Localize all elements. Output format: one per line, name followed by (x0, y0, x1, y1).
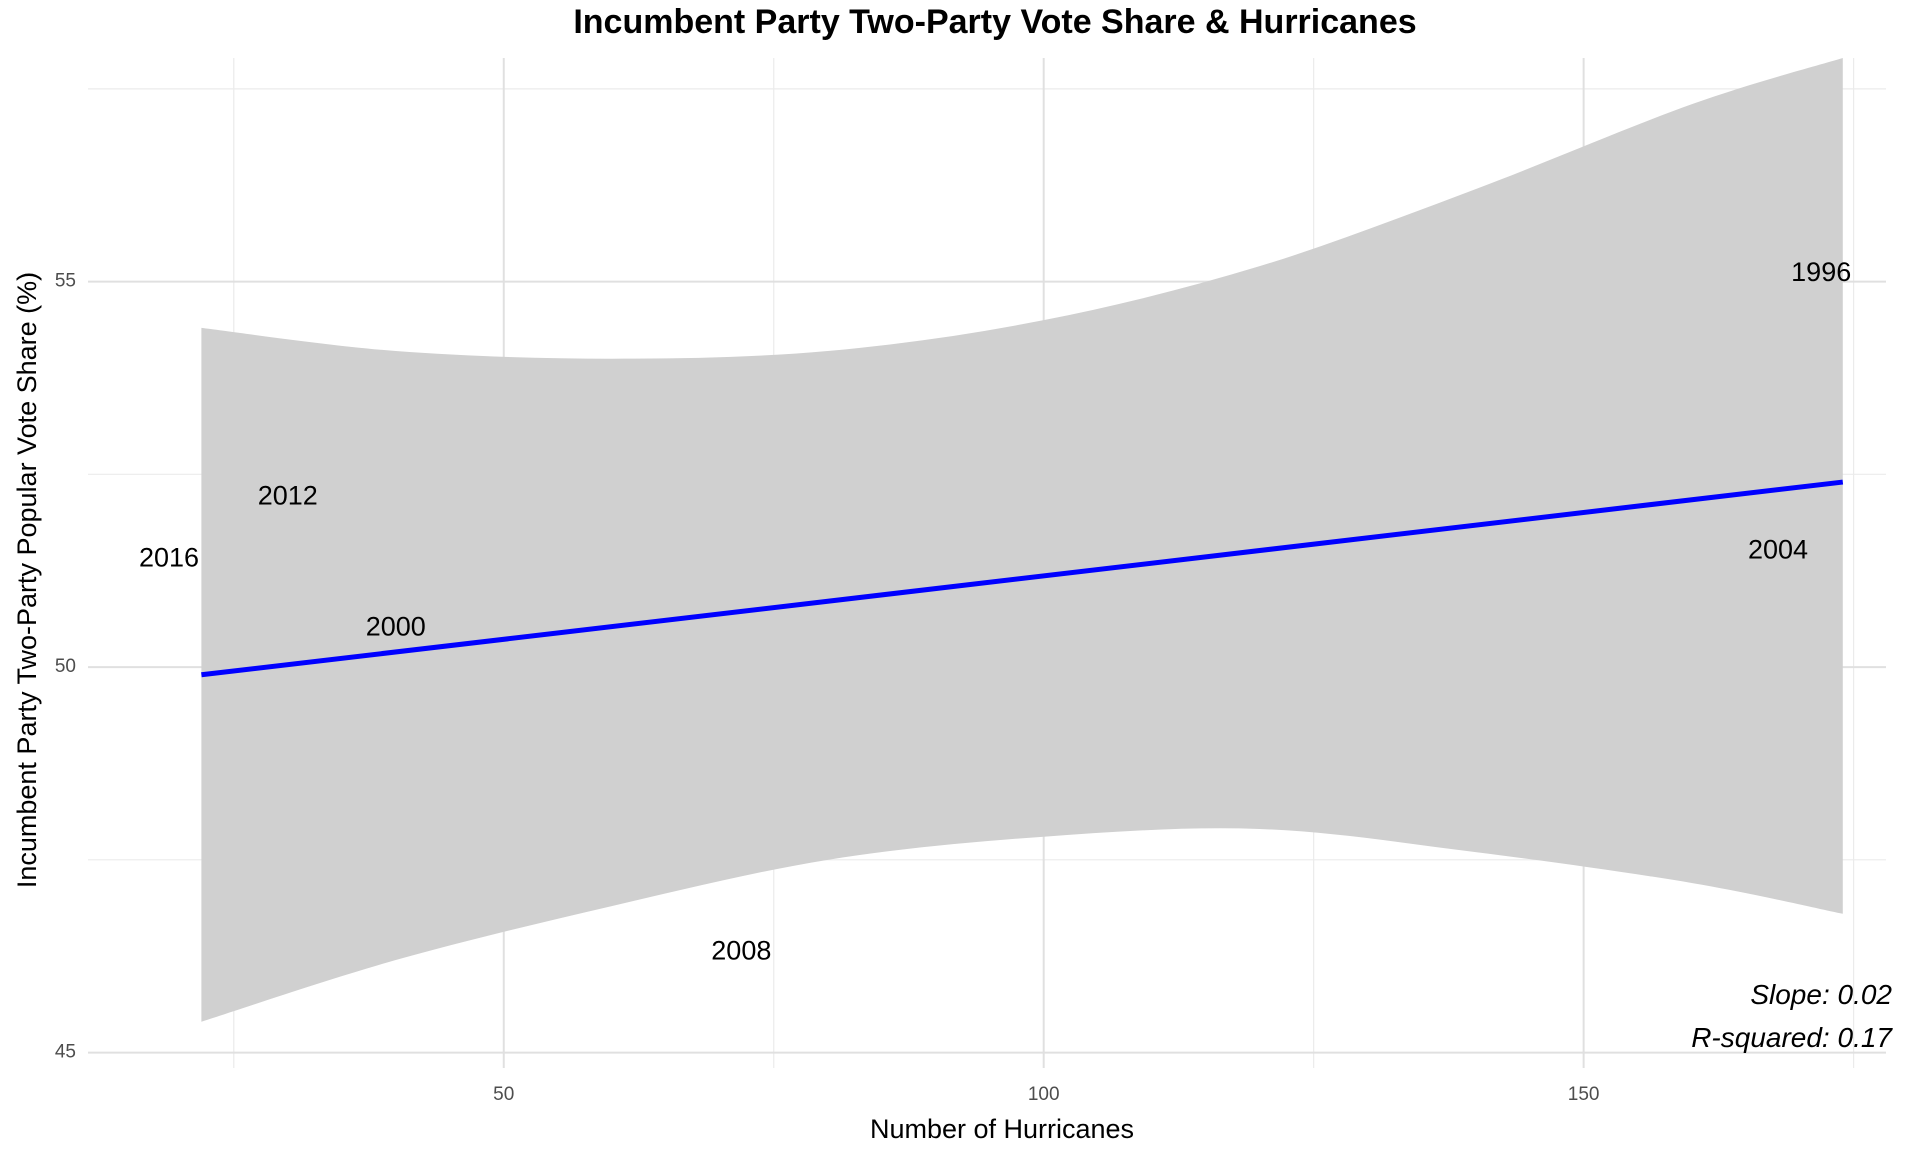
point-label-2012: 2012 (258, 481, 318, 511)
x-axis-title: Number of Hurricanes (870, 1114, 1134, 1144)
point-label-2000: 2000 (366, 612, 426, 642)
confidence-ribbon-layer (201, 58, 1843, 1022)
y-tick-label: 45 (55, 1042, 76, 1063)
tick-labels-layer: 50 100 150 45 50 55 (55, 271, 1600, 1105)
x-tick-label: 50 (493, 1084, 514, 1105)
regression-line (201, 479, 1844, 678)
confidence-ribbon (201, 58, 1843, 1022)
point-labels-layer: 1996 2000 2004 2008 2012 2016 (139, 257, 1851, 965)
r-squared-annotation: R-squared: 0.17 (1691, 1022, 1893, 1053)
point-label-2004: 2004 (1748, 535, 1808, 565)
slope-annotation: Slope: 0.02 (1750, 979, 1892, 1010)
y-axis-title: Incumbent Party Two-Party Popular Vote S… (12, 272, 42, 888)
y-tick-label: 50 (55, 656, 76, 677)
regression-line-layer (201, 479, 1844, 678)
chart-title: Incumbent Party Two-Party Vote Share & H… (573, 3, 1416, 41)
y-tick-label: 55 (55, 271, 76, 292)
point-label-2016: 2016 (139, 542, 199, 572)
x-tick-label: 100 (1028, 1084, 1060, 1105)
point-label-1996: 1996 (1791, 257, 1851, 287)
x-tick-label: 150 (1568, 1084, 1600, 1105)
point-label-2008: 2008 (711, 935, 771, 965)
